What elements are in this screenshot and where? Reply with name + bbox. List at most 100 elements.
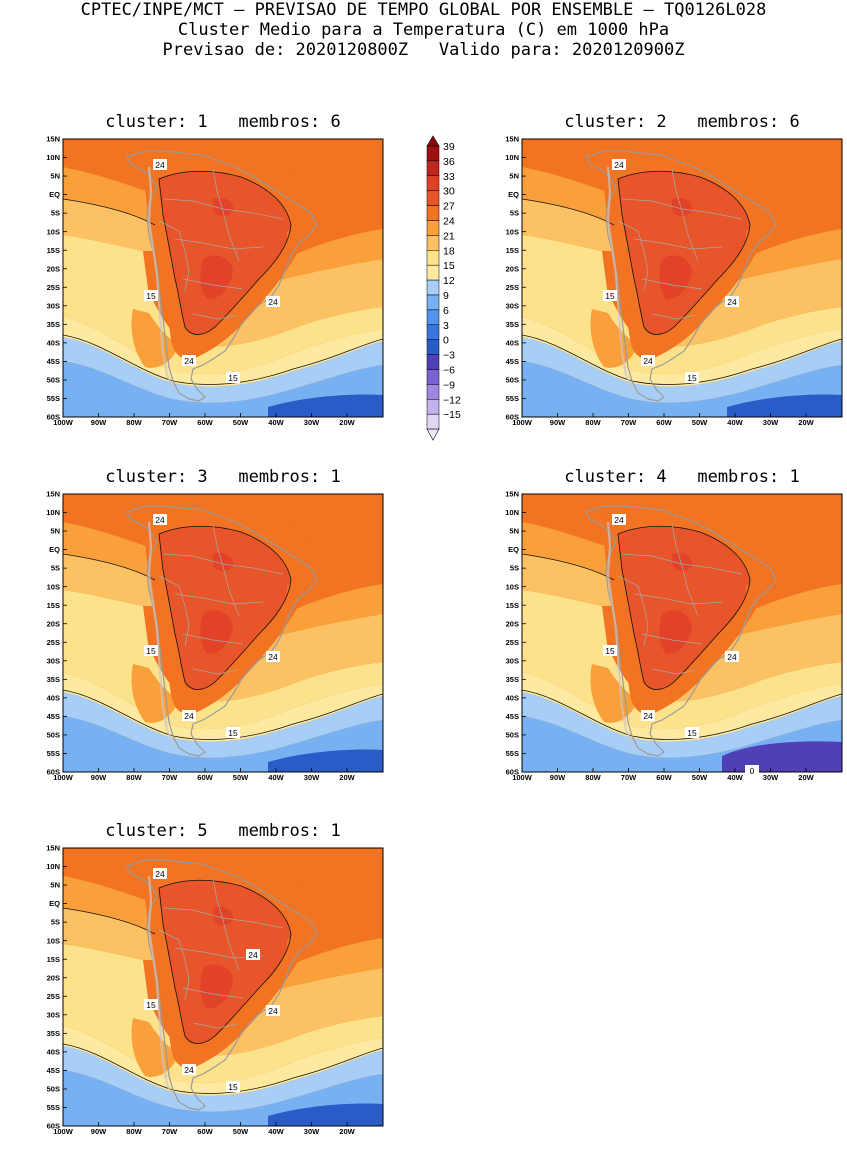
lat-label: 60S	[506, 413, 519, 422]
lat-label: 15N	[46, 135, 60, 144]
colorbar-label: −9	[443, 379, 455, 391]
country-border	[212, 877, 240, 971]
colorbar-label: 6	[443, 305, 449, 317]
lat-label: 15N	[46, 490, 60, 499]
lat-label: 10S	[506, 582, 519, 591]
temperature-field	[522, 139, 842, 417]
lat-label: 60S	[47, 1122, 60, 1131]
country-border	[174, 238, 264, 250]
lat-label: EQ	[508, 545, 519, 554]
lat-label: EQ	[49, 190, 60, 199]
lon-label: 60W	[197, 418, 213, 427]
warm-band	[287, 228, 302, 247]
map-panel-1: 15N 10N 5N EQ 5S 10S 15S 20S 25S 30S 35S 40S 45S 50S 5…	[46, 135, 384, 494]
hot-spot	[659, 610, 692, 655]
contour-label: 24	[268, 652, 278, 662]
lat-label: 60S	[47, 413, 60, 422]
header-line-3: Previsao de: 2020120800Z Valido para: 20…	[162, 40, 685, 60]
lat-label: 35S	[47, 1029, 60, 1038]
country-border	[641, 633, 703, 645]
contour-label: 24	[184, 1065, 194, 1075]
lat-label: 40S	[506, 338, 519, 347]
lat-label: 30S	[506, 301, 519, 310]
colorbar-label: −3	[443, 350, 455, 362]
contour-label-box	[226, 372, 240, 383]
lon-label: 100W	[53, 1127, 74, 1136]
lat-label: 5S	[51, 209, 60, 218]
map-panel-2: 15N 10N 5N EQ 5S 10S 15S 20S 25S 30S 35S 40S 45S 50S 5…	[505, 135, 843, 427]
contour-label: 15	[146, 646, 156, 656]
lon-label: 80W	[585, 418, 601, 427]
lat-label: 40S	[47, 1047, 60, 1056]
contour-line	[63, 553, 156, 581]
lat-label: 5N	[50, 527, 60, 536]
country-border	[158, 575, 190, 647]
cold-patch	[268, 394, 383, 417]
cold-patch	[268, 1103, 383, 1126]
lat-label: 60S	[47, 768, 60, 777]
panel-1-title: cluster: 1 membros: 6	[105, 112, 341, 132]
lat-label: 15N	[46, 844, 60, 853]
colorbar-bottom-arrow	[426, 428, 440, 441]
temp-band	[63, 167, 383, 289]
country-border	[671, 168, 699, 262]
lat-label: 30S	[47, 1010, 60, 1019]
colorbar-swatch	[426, 145, 440, 162]
lon-label: 40W	[268, 1127, 284, 1136]
colorbar-swatch	[426, 175, 440, 191]
contour-line	[522, 334, 842, 385]
lat-label: 10S	[47, 227, 60, 236]
lon-label: 20W	[339, 418, 355, 427]
temp-band	[63, 457, 383, 494]
lat-label: 35S	[47, 675, 60, 684]
lat-label: 5S	[51, 918, 60, 927]
lon-label: 100W	[53, 773, 74, 782]
warm-band	[287, 937, 302, 956]
lat-label: 40S	[506, 693, 519, 702]
contour-line	[617, 170, 751, 335]
temp-band	[63, 908, 383, 1056]
country-border	[651, 313, 698, 320]
country-border	[621, 198, 743, 220]
country-border	[633, 238, 723, 250]
lat-label: 10N	[505, 508, 519, 517]
contour-label-box	[685, 727, 699, 738]
lon-label: 40W	[268, 773, 284, 782]
map-frame	[62, 493, 384, 773]
lon-label: 100W	[512, 773, 533, 782]
colorbar-label: 0	[443, 335, 449, 347]
lat-label: EQ	[49, 545, 60, 554]
country-border	[617, 575, 649, 647]
colorbar-top-arrow	[426, 135, 440, 147]
lat-label: 5N	[50, 172, 60, 181]
contour-line	[63, 907, 156, 935]
lon-label: 70W	[162, 1127, 178, 1136]
lon-label: 30W	[763, 773, 779, 782]
temp-band	[522, 199, 842, 347]
colorbar-swatch	[426, 339, 440, 355]
contour-line	[158, 879, 292, 1044]
contour-label-box	[153, 868, 167, 879]
temp-band	[63, 1046, 383, 1112]
contour-label: 24	[268, 297, 278, 307]
country-border	[671, 523, 699, 617]
map-frame	[521, 493, 843, 773]
warm-band	[159, 880, 291, 1044]
contour-label: 15	[605, 291, 615, 301]
contour-label: 15	[146, 291, 156, 301]
contour-line	[617, 525, 751, 690]
lat-label: 30S	[47, 656, 60, 665]
contour-label: 24	[614, 515, 624, 525]
temperature-field	[63, 848, 383, 1126]
contour-label: 24	[727, 652, 737, 662]
coastline	[126, 505, 318, 757]
contour-label-box	[641, 355, 655, 366]
lon-label: 20W	[339, 1127, 355, 1136]
lon-label: 70W	[621, 418, 637, 427]
panel-2-title: cluster: 2 membros: 6	[564, 112, 800, 132]
lat-label: 10S	[506, 227, 519, 236]
country-border	[212, 168, 240, 262]
lon-label: 40W	[727, 418, 743, 427]
contour-line	[158, 170, 292, 335]
